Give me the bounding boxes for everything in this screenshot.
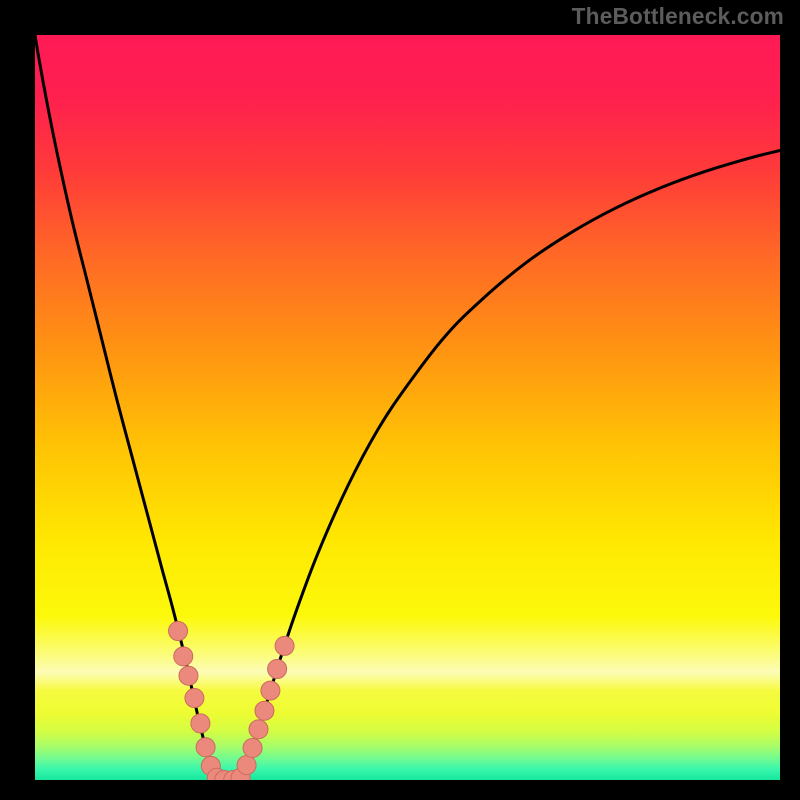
data-marker [237, 756, 256, 775]
data-marker [174, 647, 193, 666]
plot-area [35, 35, 780, 780]
data-marker [249, 720, 268, 739]
data-marker [196, 738, 215, 757]
data-marker [191, 714, 210, 733]
chart-canvas: TheBottleneck.com [0, 0, 800, 800]
watermark-text: TheBottleneck.com [572, 3, 784, 30]
data-marker [275, 636, 294, 655]
data-marker [169, 622, 188, 641]
frame-right [780, 0, 800, 800]
curve-layer [35, 35, 780, 780]
frame-bottom [0, 780, 800, 800]
data-marker [179, 666, 198, 685]
data-marker [243, 738, 262, 757]
data-marker [255, 701, 274, 720]
data-marker [185, 689, 204, 708]
data-marker [261, 681, 280, 700]
frame-left [0, 0, 35, 800]
curve-right [240, 150, 780, 780]
data-marker [268, 659, 287, 678]
